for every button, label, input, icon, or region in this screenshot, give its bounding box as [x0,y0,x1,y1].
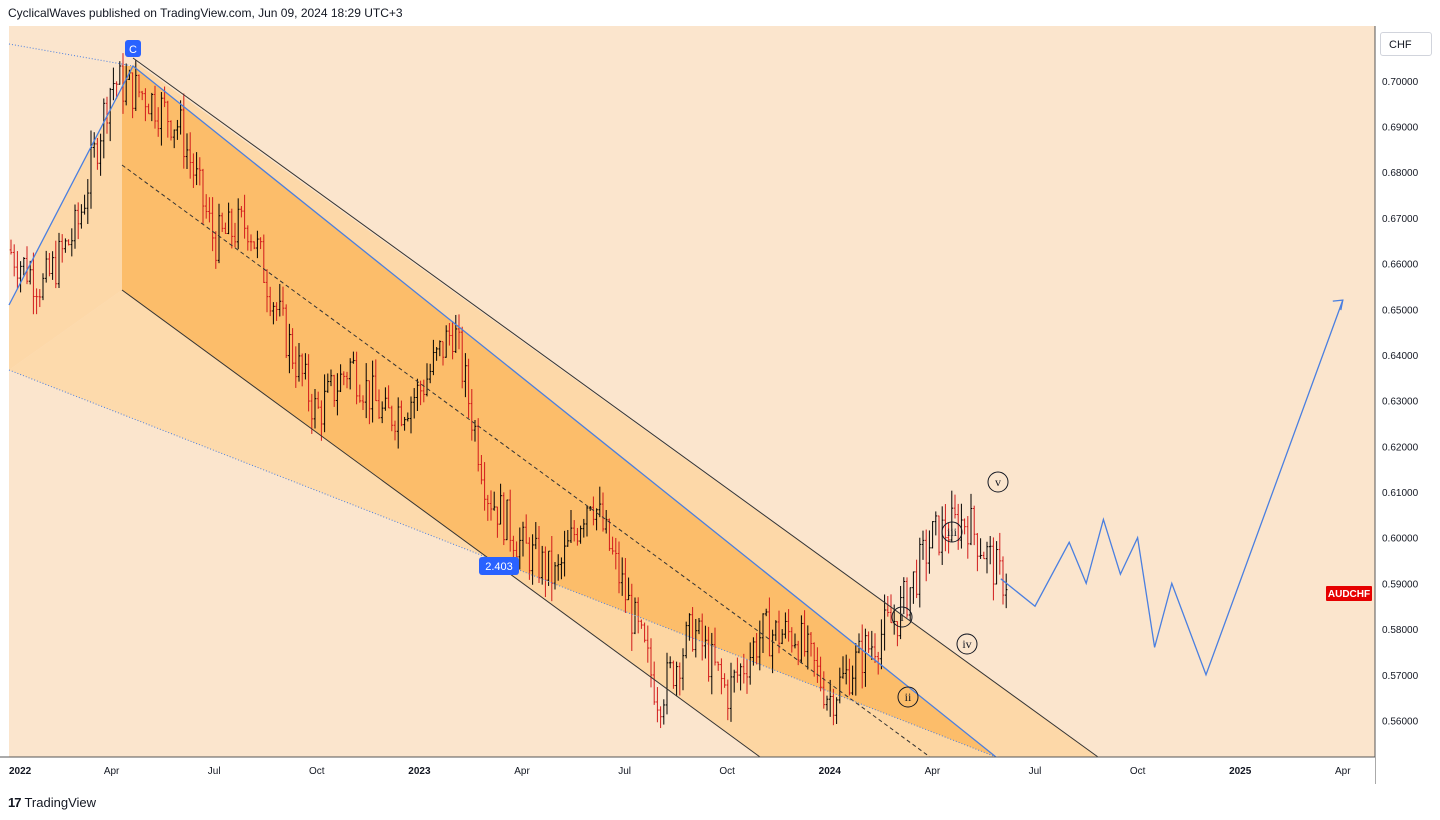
currency-button[interactable]: CHF [1380,32,1432,56]
price-tick-label: 0.68000 [1382,168,1419,179]
channel-upper-line [132,57,1099,758]
price-tick-label: 0.56000 [1382,716,1419,727]
price-axis-background [1375,26,1440,784]
tradingview-logo[interactable]: 17 TradingView [8,794,96,810]
price-tick-label: 0.57000 [1382,671,1419,682]
time-tick-label: Oct [1130,766,1146,777]
time-tick-label: 2025 [1229,766,1252,777]
price-tick-label: 0.69000 [1382,123,1419,134]
symbol-tag-label: AUDCHF [1328,589,1370,600]
price-axis-ticks: 0.710000.700000.690000.680000.670000.660… [1382,31,1419,727]
tradingview-logo-icon: 17 [8,794,22,810]
price-tick-label: 0.67000 [1382,214,1419,225]
wave-label-circle [987,471,1009,493]
wave-label-v: v [995,475,1001,489]
price-tick-label: 0.61000 [1382,488,1419,499]
price-tick-label: 0.59000 [1382,579,1419,590]
wave-label-i: i [900,610,904,624]
wave-label-ii: ii [905,690,912,704]
time-tick-label: 2023 [408,766,431,777]
time-axis-ticks: 2022 Apr Jul Oct 2023 Apr Jul Oct 2024 Apr Jul Oct 2… [9,766,1351,777]
wave-label-circle [891,606,913,628]
time-axis-background [0,757,1375,784]
channel-inner-fill [122,66,996,757]
wave-label-circle [897,686,919,708]
channel-lower-fill [9,290,996,757]
fib-ratio-label: 2.403 [485,561,513,573]
time-tick-label: Jul [1029,766,1042,777]
time-tick-label: Oct [309,766,325,777]
price-tick-label: 0.70000 [1382,77,1419,88]
publisher-header: CyclicalWaves published on TradingView.c… [8,6,403,20]
channel-lower-line [121,289,761,758]
channel-mid-line [121,164,931,758]
time-tick-label: Apr [514,766,530,777]
price-tick-label: 0.58000 [1382,625,1419,636]
symbol-tag: AUDCHF [1326,586,1372,601]
time-tick-label: Oct [719,766,735,777]
price-tick-label: 0.62000 [1382,442,1419,453]
time-tick-label: Jul [208,766,221,777]
price-bars [9,53,1008,729]
price-tick-label: 0.65000 [1382,305,1419,316]
wave-c-tag [125,40,141,57]
wave-label-iii: iii [947,525,958,539]
projection-line [1000,299,1344,677]
wave-label-circle [941,521,963,543]
wave-label-iv: iv [962,637,971,651]
wave-trend-line [8,64,997,758]
time-tick-label: 2022 [9,766,32,777]
time-tick-label: 2024 [819,766,842,777]
channel-shapes [9,62,1375,757]
fib-ratio-tag [479,557,519,575]
tradingview-brand-text: TradingView [24,794,97,810]
overlay-lines: C 2.403 [8,40,1344,758]
projection-arrowhead [1332,299,1344,311]
time-tick-label: Jul [618,766,631,777]
price-tick-label: 0.66000 [1382,260,1419,271]
price-tick-label: 0.60000 [1382,534,1419,545]
wave-label-circle [956,633,978,655]
wave-c-label: C [129,44,137,56]
time-tick-label: Apr [104,766,120,777]
time-tick-label: Apr [1335,766,1351,777]
price-tick-label: 0.63000 [1382,397,1419,408]
price-tick-label: 0.64000 [1382,351,1419,362]
time-tick-label: Apr [925,766,941,777]
